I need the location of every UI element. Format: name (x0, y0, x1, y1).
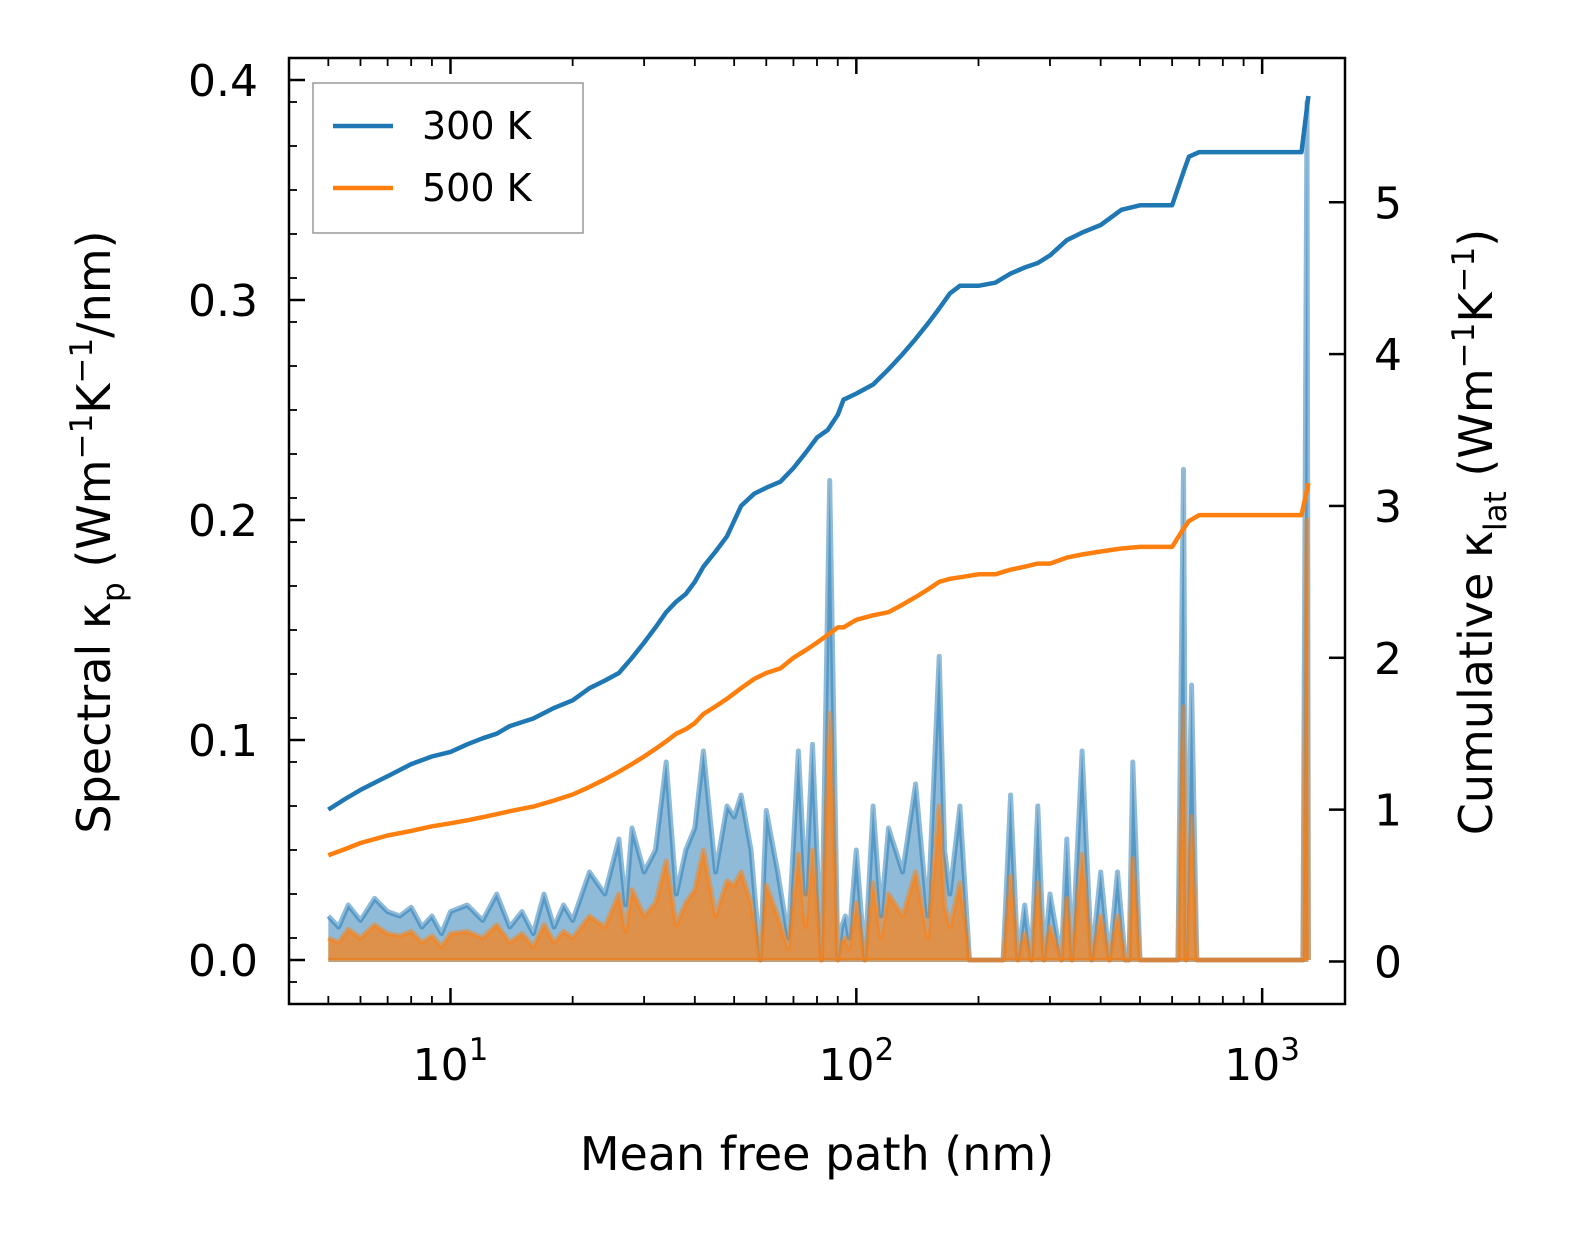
right-y-axis-title: Cumulative κlat (Wm−1K−1) (1446, 229, 1514, 835)
left-y-tick-label: 0.1 (188, 716, 258, 767)
right-y-tick-label: 3 (1374, 482, 1402, 533)
left-y-axis-title-sup-2: −1 (64, 338, 100, 384)
left-y-axis-title-rest-1: (Wm (67, 459, 121, 582)
right-y-axis-title-rest-3: ) (1449, 229, 1503, 247)
left-y-tick-label: 0.3 (188, 276, 258, 327)
left-y-axis-title-rest-2: K (67, 382, 121, 414)
cumulative-line-300k (327, 95, 1311, 812)
x-tick-label-exp: 3 (1280, 1032, 1300, 1068)
left-y-axis-title-sup-1: −1 (64, 414, 100, 460)
left-y-axis-title-main: Spectral κ (67, 602, 121, 834)
legend: 300 K 500 K (312, 82, 584, 234)
right-y-tick-label: 4 (1374, 330, 1402, 381)
right-y-axis-title-rest-1: (Wm (1449, 368, 1503, 491)
right-y-tick-label: 1 (1374, 786, 1402, 837)
right-y-axis-title-sub: lat (1478, 491, 1514, 531)
right-y-tick-label: 5 (1374, 178, 1402, 229)
right-y-axis-title-sup-2: −1 (1446, 247, 1482, 293)
right-y-tick-label: 2 (1374, 634, 1402, 685)
x-axis-title: Mean free path (nm) (580, 1127, 1054, 1181)
x-tick-label-base: 10 (1224, 1040, 1280, 1091)
left-y-axis-title-sub: p (96, 582, 132, 602)
right-y-axis-title-sup-1: −1 (1446, 323, 1482, 369)
right-y-axis-title-rest-2: K (1449, 291, 1503, 323)
x-tick-label-exp: 2 (874, 1032, 894, 1068)
legend-label-300k: 300 K (422, 104, 533, 148)
right-y-tick-label: 0 (1374, 937, 1402, 988)
x-tick-label-base: 10 (413, 1040, 469, 1091)
x-tick-label: 103 (1224, 1032, 1300, 1091)
x-tick-label: 102 (818, 1032, 894, 1091)
left-y-tick-label: 0.2 (188, 496, 258, 547)
left-y-axis-title-rest-3: /nm) (67, 230, 121, 337)
legend-label-500k: 500 K (422, 166, 533, 210)
left-y-tick-label: 0.4 (188, 56, 258, 107)
cumulative-line-500k (327, 482, 1311, 858)
right-y-axis-title-main: Cumulative κ (1449, 531, 1503, 835)
x-tick-label-exp: 1 (469, 1032, 489, 1068)
legend-box (312, 82, 584, 234)
x-tick-label-base: 10 (818, 1040, 874, 1091)
left-y-axis-title: Spectral κp (Wm−1K−1/nm) (64, 230, 132, 833)
spectral-line-500k (327, 517, 1311, 963)
plot-area (326, 95, 1311, 963)
left-y-tick-label: 0.0 (188, 936, 258, 987)
x-tick-label: 101 (413, 1032, 489, 1091)
